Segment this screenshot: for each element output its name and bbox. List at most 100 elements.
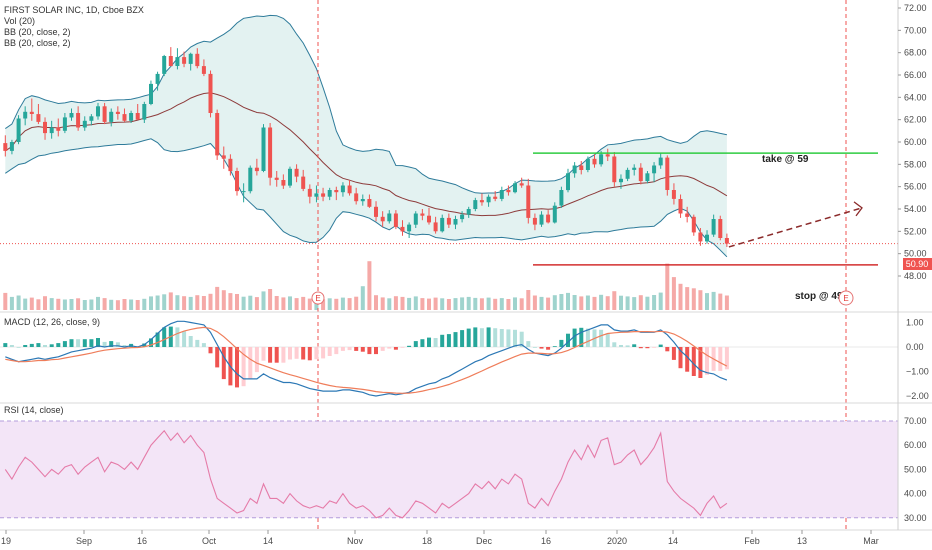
candle[interactable] bbox=[76, 113, 81, 128]
candle[interactable] bbox=[374, 206, 378, 217]
candle[interactable] bbox=[546, 214, 551, 223]
candle[interactable] bbox=[261, 127, 266, 172]
candle[interactable] bbox=[96, 106, 100, 117]
candle[interactable] bbox=[221, 155, 226, 159]
candle[interactable] bbox=[354, 193, 359, 202]
candle[interactable] bbox=[658, 157, 663, 166]
candle[interactable] bbox=[235, 171, 239, 192]
candle[interactable] bbox=[9, 142, 14, 151]
candle[interactable] bbox=[599, 154, 604, 165]
candle[interactable] bbox=[347, 185, 352, 194]
candle[interactable] bbox=[294, 168, 299, 177]
candle[interactable] bbox=[513, 183, 517, 193]
candle[interactable] bbox=[135, 113, 140, 120]
candle[interactable] bbox=[479, 200, 484, 203]
candle[interactable] bbox=[532, 217, 537, 225]
rsi-pane[interactable] bbox=[0, 420, 898, 519]
earnings-marker-2[interactable] bbox=[838, 290, 854, 306]
candle[interactable] bbox=[705, 234, 709, 242]
candle[interactable] bbox=[23, 111, 28, 119]
candle[interactable] bbox=[281, 180, 286, 186]
candle[interactable] bbox=[380, 216, 385, 222]
candle[interactable] bbox=[340, 185, 345, 193]
candle[interactable] bbox=[334, 190, 339, 193]
candle[interactable] bbox=[671, 190, 676, 199]
candle[interactable] bbox=[307, 188, 312, 197]
candle[interactable] bbox=[367, 199, 372, 207]
candle[interactable] bbox=[539, 214, 544, 225]
candle[interactable] bbox=[711, 219, 716, 235]
candle[interactable] bbox=[241, 191, 246, 193]
candle[interactable] bbox=[718, 219, 723, 238]
candle[interactable] bbox=[678, 199, 683, 214]
candle[interactable] bbox=[102, 106, 107, 122]
candle[interactable] bbox=[16, 118, 21, 143]
candle[interactable] bbox=[420, 213, 425, 216]
candle[interactable] bbox=[393, 213, 398, 227]
candle[interactable] bbox=[182, 57, 187, 64]
candle[interactable] bbox=[62, 117, 67, 131]
candle[interactable] bbox=[572, 165, 577, 174]
candle[interactable] bbox=[619, 178, 623, 183]
candle[interactable] bbox=[49, 127, 54, 134]
candle[interactable] bbox=[301, 176, 306, 189]
candle[interactable] bbox=[407, 224, 412, 232]
candle[interactable] bbox=[129, 113, 134, 121]
candle[interactable] bbox=[433, 222, 438, 232]
candle[interactable] bbox=[248, 167, 253, 192]
candle[interactable] bbox=[168, 56, 173, 67]
candle[interactable] bbox=[208, 73, 213, 113]
candle[interactable] bbox=[36, 114, 41, 122]
candle[interactable] bbox=[56, 127, 61, 131]
candle[interactable] bbox=[519, 183, 524, 186]
candle[interactable] bbox=[592, 158, 597, 165]
candle[interactable] bbox=[327, 190, 332, 197]
candle[interactable] bbox=[188, 53, 193, 64]
candle[interactable] bbox=[201, 66, 206, 74]
candle[interactable] bbox=[29, 111, 34, 114]
candle[interactable] bbox=[559, 190, 564, 206]
projection-arrow[interactable] bbox=[728, 207, 863, 248]
candle[interactable] bbox=[413, 213, 418, 225]
candle[interactable] bbox=[215, 113, 220, 156]
candle[interactable] bbox=[724, 238, 729, 244]
candle[interactable] bbox=[691, 216, 696, 233]
candle[interactable] bbox=[109, 111, 114, 122]
candle[interactable] bbox=[645, 173, 650, 182]
earnings-marker-1[interactable] bbox=[311, 291, 325, 305]
candle[interactable] bbox=[254, 167, 259, 172]
candle[interactable] bbox=[274, 177, 279, 180]
macd-pane[interactable] bbox=[0, 320, 898, 397]
candle[interactable] bbox=[579, 165, 584, 171]
candle[interactable] bbox=[473, 200, 478, 209]
candle[interactable] bbox=[82, 120, 87, 128]
candle[interactable] bbox=[698, 232, 703, 242]
candle[interactable] bbox=[460, 214, 465, 220]
candle[interactable] bbox=[228, 158, 233, 172]
candle[interactable] bbox=[115, 111, 120, 114]
candle[interactable] bbox=[69, 113, 74, 118]
candle[interactable] bbox=[506, 190, 511, 193]
candle[interactable] bbox=[499, 190, 504, 199]
candle[interactable] bbox=[288, 168, 292, 186]
candle[interactable] bbox=[427, 215, 431, 223]
candle[interactable] bbox=[155, 73, 160, 84]
candle[interactable] bbox=[453, 219, 458, 225]
candle[interactable] bbox=[685, 213, 690, 217]
candle[interactable] bbox=[585, 158, 590, 170]
candle[interactable] bbox=[446, 217, 451, 225]
candle[interactable] bbox=[552, 205, 557, 223]
candle[interactable] bbox=[195, 53, 200, 67]
candle[interactable] bbox=[638, 167, 643, 182]
candle[interactable] bbox=[149, 83, 153, 104]
candle[interactable] bbox=[632, 167, 637, 170]
candle[interactable] bbox=[665, 157, 670, 190]
price-pane[interactable] bbox=[0, 0, 898, 530]
candle[interactable] bbox=[43, 121, 47, 134]
candle[interactable] bbox=[122, 114, 127, 121]
candle[interactable] bbox=[314, 193, 319, 197]
candle[interactable] bbox=[612, 156, 617, 183]
candle[interactable] bbox=[142, 104, 147, 120]
candle[interactable] bbox=[440, 217, 445, 232]
